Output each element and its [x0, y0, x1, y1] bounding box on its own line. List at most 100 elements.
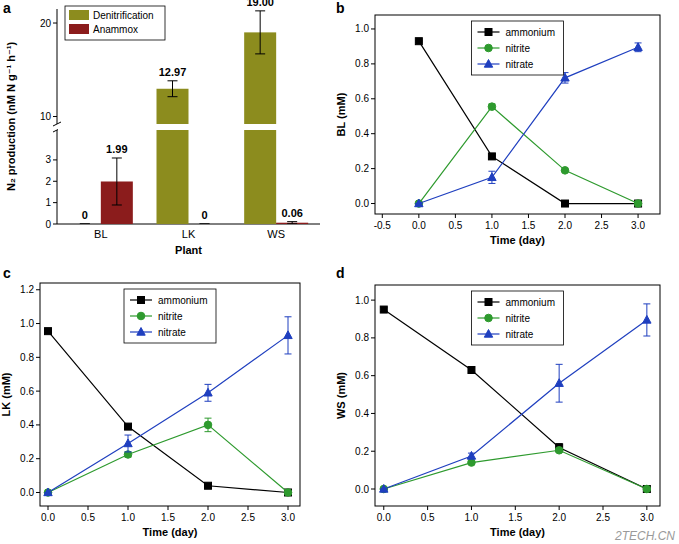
- y-tick: [371, 203, 375, 204]
- legend-label: nitrite: [506, 43, 531, 54]
- panel-letter: d: [336, 265, 345, 281]
- y-tick: [371, 98, 375, 99]
- y-tick-label: 10: [40, 111, 52, 122]
- watermark: 2TECH.CN: [614, 529, 675, 543]
- data-label: 0: [201, 209, 207, 221]
- point: [488, 173, 496, 181]
- error-bar: [200, 224, 210, 225]
- legend-marker: [137, 312, 145, 320]
- error-cap: [285, 316, 292, 317]
- y-tick: [371, 375, 375, 376]
- y-tick: [371, 337, 375, 338]
- x-tick: [427, 506, 428, 510]
- y-tick-label: 0.2: [355, 163, 369, 174]
- legend-box: [472, 21, 564, 75]
- legend-label: nitrate: [506, 59, 534, 70]
- point: [562, 200, 569, 207]
- y-tick-label: 0.6: [20, 386, 34, 397]
- y-tick-label: 0.0: [355, 484, 369, 495]
- error-bar: [488, 154, 495, 159]
- y-tick-label: 0.6: [355, 370, 369, 381]
- x-tick: [528, 214, 529, 218]
- x-tick: [559, 506, 560, 510]
- x-tick: [491, 214, 492, 218]
- legend-marker: [484, 330, 492, 338]
- point: [415, 200, 423, 208]
- error-cap: [285, 353, 292, 354]
- error-line: [116, 158, 117, 205]
- y-tick: [53, 224, 57, 225]
- legend: ammoniumnitritenitrate: [472, 291, 564, 345]
- y-tick-label: 1.2: [20, 284, 34, 295]
- legend-marker: [485, 314, 493, 322]
- y-tick-label: 0.2: [355, 446, 369, 457]
- error-cap: [168, 96, 178, 97]
- point: [561, 167, 569, 175]
- x-axis-label: Time (day): [143, 526, 198, 538]
- error-cap: [112, 204, 122, 205]
- error-line: [172, 81, 173, 97]
- point: [44, 488, 52, 496]
- point: [125, 423, 132, 430]
- x-tick-label: 2.5: [595, 220, 609, 231]
- bar: [157, 89, 189, 224]
- series-line: [419, 107, 638, 204]
- y-tick-label: 0.2: [20, 453, 34, 464]
- y-tick: [36, 289, 40, 290]
- error-cap: [80, 224, 90, 225]
- legend-label: nitrite: [158, 311, 183, 322]
- error-cap: [643, 303, 650, 304]
- y-tick-label: 0.8: [355, 332, 369, 343]
- point: [467, 451, 475, 459]
- point: [488, 103, 496, 111]
- error-cap: [255, 10, 265, 11]
- legend-swatch: [69, 10, 89, 20]
- error-line: [260, 11, 261, 54]
- legend-marker: [138, 297, 145, 304]
- point: [284, 489, 292, 497]
- plot-frame: [375, 15, 660, 214]
- error-bar: [112, 158, 122, 205]
- x-tick-label: 0.5: [448, 220, 462, 231]
- x-tick: [646, 506, 647, 510]
- y-axis-label: N₂ production (nM N g⁻¹ h⁻¹): [5, 42, 17, 191]
- point: [380, 485, 388, 493]
- x-tick-label: 0.0: [41, 512, 55, 523]
- legend-swatch: [69, 24, 89, 34]
- data-label: 1.99: [106, 143, 127, 155]
- legend-label: ammonium: [506, 297, 555, 308]
- error-bar: [635, 43, 642, 52]
- y-tick: [371, 168, 375, 169]
- panel-letter: b: [336, 0, 345, 16]
- y-tick-label: 0: [45, 219, 51, 230]
- x-tick-label: 2.5: [596, 512, 610, 523]
- y-tick-label: 20: [40, 18, 52, 29]
- y-tick-label: 1.0: [355, 23, 369, 34]
- legend-label: ammonium: [158, 295, 207, 306]
- error-cap: [556, 402, 563, 403]
- point: [555, 379, 563, 387]
- error-cap: [80, 224, 90, 225]
- y-tick: [371, 413, 375, 414]
- data-label: 12.97: [159, 66, 187, 78]
- y-tick-label: 0.0: [20, 487, 34, 498]
- legend-box: [65, 6, 165, 40]
- x-tick-label: BL: [94, 228, 107, 240]
- error-bar: [643, 304, 650, 336]
- point: [634, 200, 642, 208]
- x-tick-label: 2.0: [558, 220, 572, 231]
- point: [415, 38, 422, 45]
- y-tick: [53, 159, 57, 160]
- bar: [189, 224, 221, 225]
- legend-marker: [485, 29, 492, 36]
- y-tick: [371, 300, 375, 301]
- error-cap: [205, 431, 212, 432]
- y-tick: [53, 116, 57, 117]
- legend-marker: [485, 44, 493, 52]
- y-tick-label: 3: [45, 154, 51, 165]
- legend-box: [472, 291, 564, 345]
- x-tick: [168, 506, 169, 510]
- panel-c: c0.00.51.01.52.02.53.00.00.20.40.60.81.0…: [0, 265, 300, 538]
- y-axis: [57, 130, 58, 224]
- y-axis-label: LK (mM): [0, 372, 12, 416]
